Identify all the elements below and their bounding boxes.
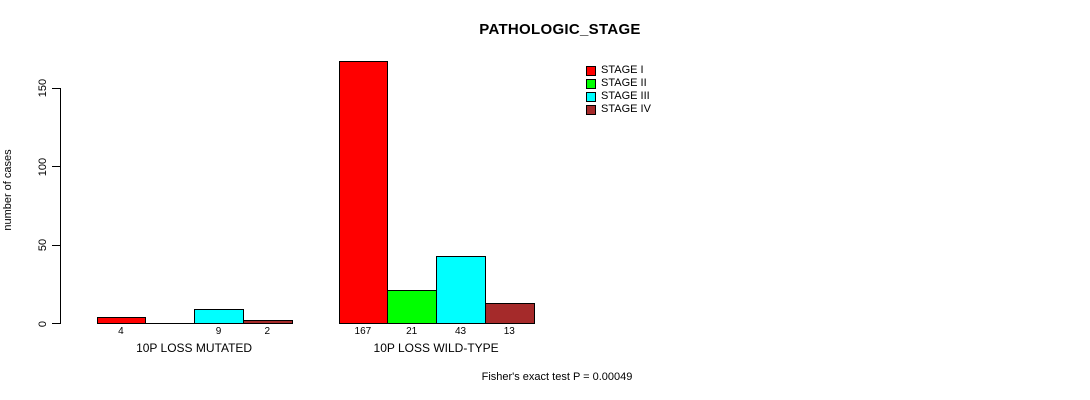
legend-swatch-stage-iii (586, 91, 596, 102)
legend-swatch-stage-i (586, 65, 596, 76)
bar-value-label: 21 (406, 326, 418, 337)
legend-item-stage-iii: STAGE III (586, 90, 651, 103)
legend-item-stage-ii: STAGE II (586, 77, 651, 90)
bar-stage-iii-10p-loss-mutated (194, 308, 244, 324)
y-axis-tick (52, 87, 60, 89)
x-group-label-10p-loss-mutated: 10P LOSS MUTATED (136, 341, 253, 355)
bar-stage-ii-10p-loss-wild-type (387, 290, 438, 324)
bar-stage-iv-10p-loss-mutated (242, 319, 293, 324)
y-axis-tick-label: 50 (37, 239, 49, 252)
legend-label: STAGE III (601, 90, 650, 102)
y-axis-title: number of cases (2, 149, 14, 231)
bar-stage-i-10p-loss-mutated (96, 316, 147, 324)
y-axis-tick (52, 323, 60, 324)
bar-stage-ii-10p-loss-mutated (145, 323, 196, 324)
bar-value-label: 9 (215, 326, 222, 337)
y-axis-line (60, 87, 61, 324)
y-axis-tick (52, 244, 60, 246)
y-axis-tick-label: 150 (37, 79, 49, 98)
legend: STAGE I STAGE II STAGE III STAGE IV (586, 64, 651, 116)
bar-value-label: 13 (503, 326, 515, 337)
y-axis-tick-label: 0 (37, 320, 49, 327)
legend-item-stage-i: STAGE I (586, 64, 651, 77)
legend-swatch-stage-ii (586, 78, 596, 89)
bar-value-label: 43 (454, 326, 467, 337)
y-axis-tick-label: 100 (37, 157, 49, 177)
bar-stage-i-10p-loss-wild-type (338, 61, 389, 324)
legend-item-stage-iv: STAGE IV (586, 103, 651, 116)
legend-swatch-stage-iv (586, 104, 596, 115)
bar-value-label: 2 (264, 326, 271, 337)
legend-label: STAGE I (601, 64, 644, 76)
legend-label: STAGE IV (601, 103, 651, 115)
bar-value-label: 167 (354, 326, 372, 337)
fisher-test-annotation: Fisher's exact test P = 0.00049 (481, 371, 633, 383)
y-axis-tick (52, 166, 60, 168)
bar-stage-iv-10p-loss-wild-type (484, 302, 535, 324)
bar-stage-iii-10p-loss-wild-type (436, 255, 486, 324)
chart-title: PATHOLOGIC_STAGE (479, 21, 641, 38)
legend-label: STAGE II (601, 77, 647, 89)
x-group-label-10p-loss-wild-type: 10P LOSS WILD-TYPE (373, 341, 499, 355)
bar-value-label: 4 (118, 326, 124, 337)
